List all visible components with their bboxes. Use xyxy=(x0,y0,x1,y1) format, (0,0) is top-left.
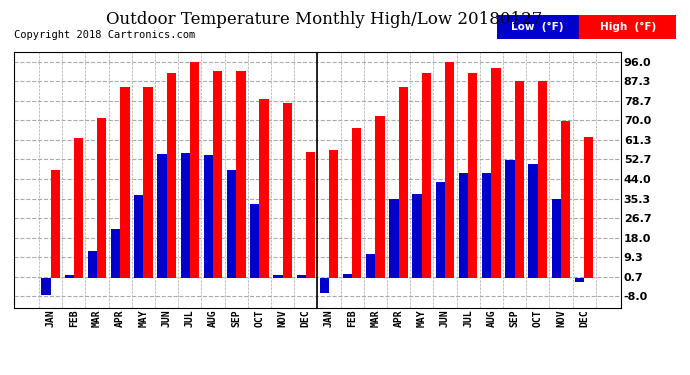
Bar xyxy=(88,251,97,278)
Bar xyxy=(538,81,547,278)
Bar xyxy=(50,170,60,278)
Bar xyxy=(399,87,408,278)
Bar xyxy=(319,278,329,293)
Bar xyxy=(306,152,315,278)
Bar xyxy=(97,118,106,278)
Bar xyxy=(74,138,83,278)
Bar xyxy=(343,274,352,278)
Bar xyxy=(120,87,130,278)
Bar xyxy=(352,128,362,278)
Text: Outdoor Temperature Monthly High/Low 20180127: Outdoor Temperature Monthly High/Low 201… xyxy=(106,11,542,28)
Bar xyxy=(273,275,283,278)
Bar xyxy=(111,228,120,278)
Bar xyxy=(236,70,246,278)
Bar xyxy=(445,62,454,278)
Bar xyxy=(181,153,190,278)
Bar xyxy=(366,255,375,278)
Bar xyxy=(65,275,74,278)
Bar xyxy=(551,198,561,278)
Bar xyxy=(190,62,199,278)
Bar xyxy=(584,137,593,278)
Bar xyxy=(283,103,292,278)
Bar xyxy=(259,99,268,278)
Bar xyxy=(515,81,524,278)
Bar xyxy=(435,182,445,278)
Bar xyxy=(329,150,338,278)
Bar xyxy=(41,278,50,295)
Bar xyxy=(375,116,384,278)
Bar xyxy=(204,155,213,278)
Bar xyxy=(157,154,167,278)
Bar xyxy=(250,204,259,278)
Bar xyxy=(227,170,236,278)
Bar xyxy=(213,70,222,278)
Text: Low  (°F): Low (°F) xyxy=(511,22,564,32)
Bar xyxy=(497,15,578,39)
Bar xyxy=(422,73,431,278)
Bar xyxy=(491,68,501,278)
Bar xyxy=(413,194,422,278)
Text: Copyright 2018 Cartronics.com: Copyright 2018 Cartronics.com xyxy=(14,30,195,40)
Bar xyxy=(459,173,468,278)
Bar xyxy=(468,73,477,278)
Bar xyxy=(482,173,491,278)
Bar xyxy=(580,15,676,39)
Bar xyxy=(389,198,399,278)
Bar xyxy=(561,122,570,278)
Bar xyxy=(575,278,584,282)
Text: High  (°F): High (°F) xyxy=(600,22,656,32)
Bar xyxy=(529,164,538,278)
Bar xyxy=(505,160,515,278)
Bar xyxy=(167,73,176,278)
Bar xyxy=(144,87,152,278)
Bar xyxy=(297,275,306,278)
Bar xyxy=(134,195,144,278)
